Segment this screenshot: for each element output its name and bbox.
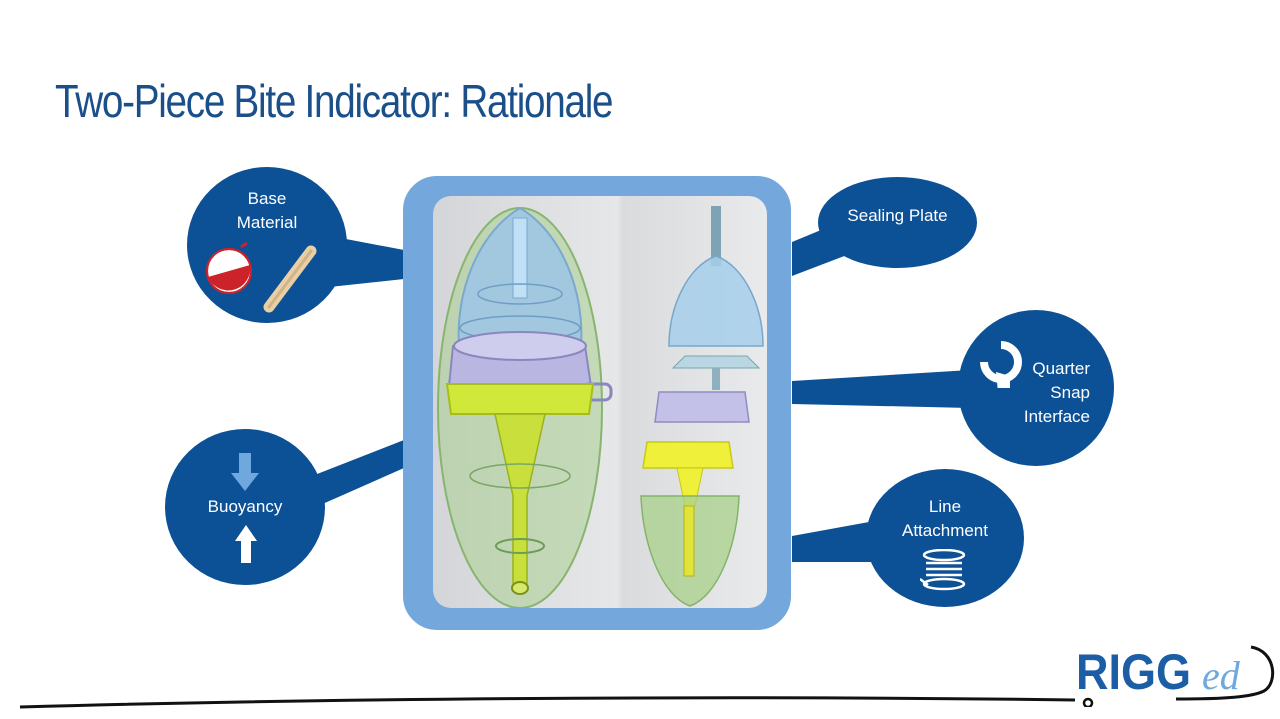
buoyancy-label: Buoyancy	[207, 497, 283, 516]
exploded-top-cap	[668, 255, 764, 347]
slide-title: Two-Piece Bite Indicator: Rationale	[55, 75, 614, 127]
base-material-line2: Material	[236, 213, 298, 232]
line-attachment-line2: Attachment	[902, 521, 988, 540]
hook-icon	[1175, 645, 1275, 701]
logo-text-part2: ed	[1202, 653, 1241, 698]
rotate-arrow-icon	[980, 341, 1022, 388]
rigged-logo: RIGG ed	[1076, 637, 1276, 709]
exploded-stem	[711, 206, 721, 266]
sealing-plate-label: Sealing Plate	[847, 206, 948, 225]
dowel-icon	[263, 245, 317, 313]
exploded-collar	[654, 391, 750, 423]
bobber-icon	[206, 241, 252, 294]
quarter-snap-line2: Snap	[1050, 383, 1090, 402]
exploded-sealing-plate	[671, 355, 761, 369]
base-material-icons	[206, 241, 317, 313]
upper-stem	[512, 217, 528, 299]
arrow-down-icon	[231, 453, 259, 491]
connector-buoyancy	[312, 440, 404, 506]
spool-icon	[920, 549, 966, 591]
connector-line-attachment	[792, 520, 880, 562]
quarter-snap-line1: Quarter	[1032, 359, 1090, 378]
callout-base-material: Base Material	[187, 167, 347, 323]
line-attachment-line1: Line	[928, 497, 962, 516]
callout-sealing-plate: Sealing Plate	[818, 177, 977, 268]
fishing-line	[19, 696, 1076, 709]
bite-indicator-render	[437, 206, 764, 608]
arrow-up-icon	[235, 525, 257, 563]
connector-quarter-snap	[792, 370, 970, 408]
callout-quarter-snap: Quarter Snap Interface	[958, 310, 1114, 466]
quarter-snap-line3: Interface	[1023, 407, 1090, 426]
rigged-logo-art: RIGG ed	[1076, 645, 1275, 709]
callout-line-attachment: Line Attachment	[866, 469, 1024, 607]
yellow-snap-ring	[445, 383, 595, 415]
callout-buoyancy: Buoyancy	[165, 429, 325, 585]
exploded-yellow-ring	[642, 441, 734, 469]
base-material-line1: Base	[247, 189, 287, 208]
exploded-render-image	[433, 196, 767, 608]
logo-text-part1: RIGG	[1076, 645, 1191, 701]
